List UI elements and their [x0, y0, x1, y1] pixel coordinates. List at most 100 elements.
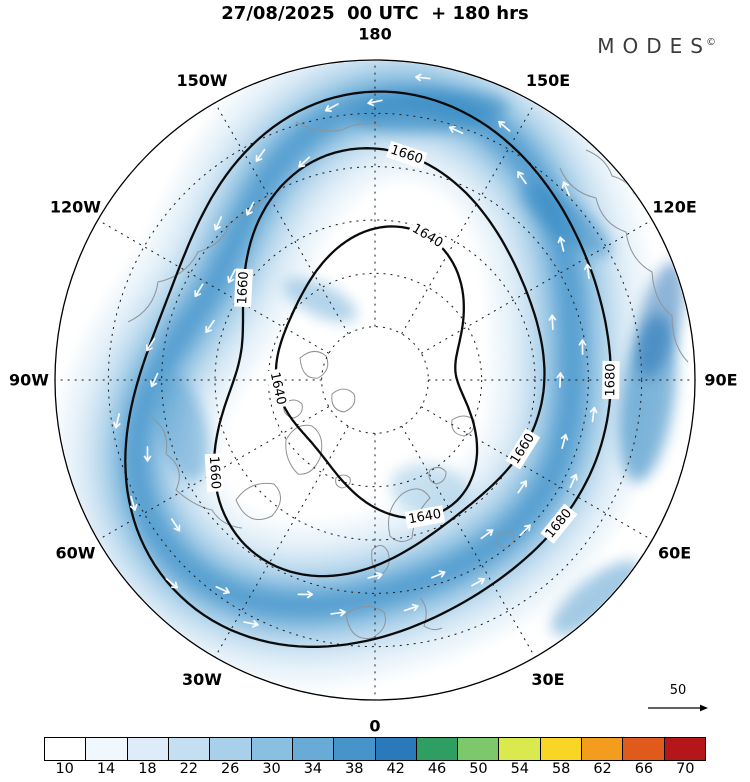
colorbar-cell [292, 738, 335, 760]
wind-arrow [165, 577, 179, 589]
wind-arrow [298, 156, 311, 168]
wind-arrow [324, 103, 339, 112]
colorbar-cell [45, 738, 87, 760]
wind-arrow [255, 148, 266, 162]
wind-arrow [149, 372, 159, 388]
wind-arrow [517, 480, 527, 494]
wind-arrow [129, 495, 138, 511]
wind-arrow [431, 570, 446, 579]
jet-core-patch [352, 91, 508, 133]
svg-text:1640: 1640 [407, 507, 442, 528]
colorbar-cell [499, 738, 541, 760]
wind-arrow [569, 473, 578, 489]
wind-arrow [367, 571, 383, 580]
colorbar-tick-label: 26 [220, 761, 240, 777]
wind-arrow [243, 620, 259, 628]
longitude-label: 90E [704, 371, 737, 390]
colorbar-cell [458, 738, 500, 760]
longitude-label: 30E [531, 670, 564, 689]
contour-label: 1640 [265, 368, 290, 409]
longitude-labels: 180 150E 120E 90E 60E 30E 0 30W 60W 90W 120W 150W [9, 25, 738, 736]
wind-arrow [113, 413, 121, 429]
wind-arrow [448, 125, 464, 135]
colorbar-tick-label: 62 [593, 761, 612, 777]
svg-text:1640: 1640 [409, 221, 445, 251]
chart-title: 27/08/2025 00 UTC + 180 hrs [221, 3, 529, 24]
longitude-label: 180 [358, 25, 391, 44]
wind-arrow [145, 337, 156, 352]
wind-arrow [589, 406, 598, 423]
vector-scale: 50 [648, 683, 708, 712]
wind-vectors [113, 73, 598, 628]
map-boundary [54, 59, 696, 701]
longitude-label: 120W [50, 198, 101, 217]
colorbar-labels: 10 14 18 22 26 30 34 38 42 46 50 54 58 62 66 70 [0, 761, 750, 781]
colorbar-cell [86, 738, 128, 760]
wind-arrow [415, 73, 431, 82]
wind-arrow [471, 577, 486, 587]
wind-arrow [517, 171, 527, 185]
contour-label: 1660 [204, 453, 225, 493]
wind-arrow [227, 268, 236, 284]
jet-core-patch [521, 183, 611, 257]
wind-arrow [297, 590, 314, 599]
wind-arrow [519, 524, 531, 537]
colorbar-tick-label: 42 [386, 761, 405, 777]
colorbar-cell [375, 738, 417, 760]
contour-label: 1660 [233, 268, 254, 308]
colorbar-tick-label: 46 [427, 761, 447, 777]
wind-arrow [560, 433, 569, 450]
contour-line [274, 225, 479, 520]
colorbar-cell [127, 738, 169, 760]
wind-arrow [583, 263, 592, 280]
jet-core-patch [635, 261, 685, 379]
longitude-label: 150E [526, 71, 570, 90]
colorbar-tick-label: 70 [676, 761, 695, 777]
contour-label: 1640 [404, 505, 446, 529]
wind-arrow [367, 98, 383, 107]
longitude-label: 90W [9, 371, 49, 390]
colorbar-cell [168, 738, 211, 760]
jet-core-patch [390, 463, 470, 517]
wind-arrow [561, 181, 570, 196]
longitude-label: 60W [55, 544, 95, 563]
wind-arrow [170, 518, 181, 532]
contour-line [124, 90, 613, 648]
svg-text:1680: 1680 [603, 363, 618, 396]
wind-arrow [556, 372, 565, 388]
longitude-label: 60E [658, 544, 691, 563]
wind-arrow [194, 283, 204, 298]
wind-arrow [480, 529, 494, 540]
colorbar-tick-label: 38 [345, 761, 364, 777]
vector-scale-label: 50 [670, 683, 687, 698]
wind-arrow [403, 603, 419, 612]
colorbar-tick-label: 58 [551, 761, 571, 777]
svg-text:1640: 1640 [267, 371, 289, 407]
wind-arrow [215, 585, 230, 595]
modes-logo: MODES© [597, 34, 716, 58]
wind-arrow [557, 236, 566, 252]
colorbar-cell [664, 738, 705, 760]
colorbar-cell [582, 738, 624, 760]
modes-logo-text: MODES [597, 34, 711, 58]
wind-arrow [143, 446, 152, 462]
svg-text:1660: 1660 [235, 271, 252, 305]
jet-core-patch [283, 277, 357, 323]
wind-arrow [578, 339, 587, 355]
jet-core-patch [550, 560, 642, 636]
longitude-label: 0 [369, 717, 380, 736]
svg-text:1660: 1660 [206, 456, 223, 490]
colorbar-tick-label: 66 [634, 761, 654, 777]
contour-label: 1640 [406, 219, 449, 254]
colorbar-tick-label: 22 [179, 761, 199, 777]
colorbar-cell [210, 738, 252, 760]
wind-arrow [548, 314, 557, 331]
coastlines [127, 121, 689, 639]
colorbar-cell [540, 738, 583, 760]
jet-core-patch [154, 374, 210, 482]
colorbar-cell [251, 738, 293, 760]
colorbar-cell [416, 738, 459, 760]
contour-label: 1680 [602, 360, 620, 400]
wind-arrow [245, 201, 255, 216]
